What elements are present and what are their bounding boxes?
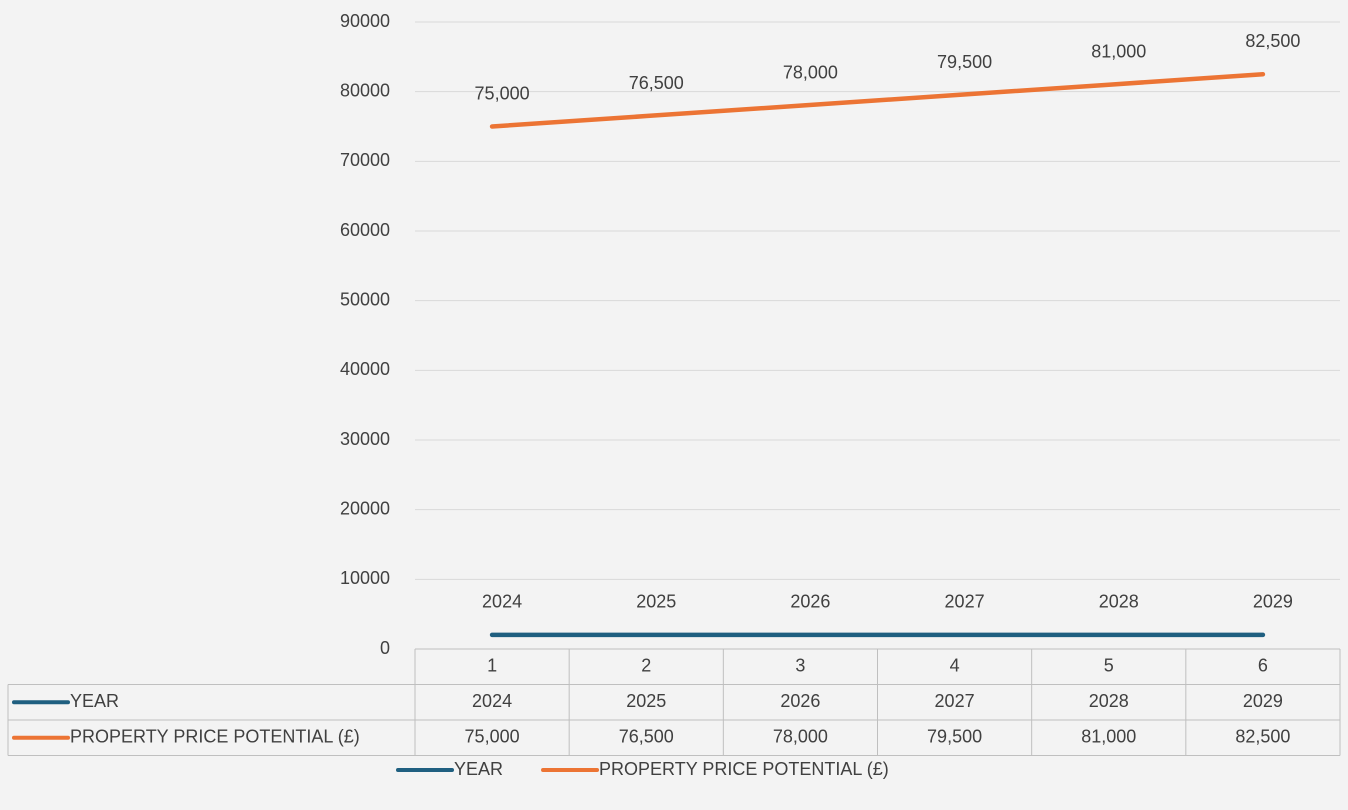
data-label: 2026 [790,592,830,612]
table-cell: 2024 [472,691,512,711]
legend-label: YEAR [454,759,503,779]
x-tick-label: 4 [950,656,960,676]
y-tick-label: 30000 [340,429,390,449]
data-label: 2024 [482,592,522,612]
y-tick-label: 0 [380,638,390,658]
data-label: 76,500 [629,73,684,93]
y-tick-label: 90000 [340,11,390,31]
x-tick-label: 2 [641,656,651,676]
table-cell: 75,000 [465,727,520,747]
data-label: 2029 [1253,592,1293,612]
legend-label: PROPERTY PRICE POTENTIAL (£) [599,759,889,779]
y-tick-label: 70000 [340,150,390,170]
y-tick-label: 20000 [340,498,390,518]
table-cell: 2025 [626,691,666,711]
data-label: 78,000 [783,62,838,82]
table-cell: 2028 [1089,691,1129,711]
y-tick-label: 60000 [340,220,390,240]
series-line [489,72,1266,129]
data-label: 75,000 [475,83,530,103]
data-label: 81,000 [1091,41,1146,61]
y-tick-label: 50000 [340,289,390,309]
y-tick-label: 40000 [340,359,390,379]
table-cell: 2027 [935,691,975,711]
x-tick-label: 1 [487,656,497,676]
y-tick-label: 80000 [340,80,390,100]
data-label: 2027 [945,592,985,612]
data-label: 2028 [1099,592,1139,612]
x-tick-label: 3 [795,656,805,676]
x-tick-label: 5 [1104,656,1114,676]
x-tick-label: 6 [1258,656,1268,676]
table-cell: 78,000 [773,727,828,747]
table-series-name: YEAR [70,691,119,711]
table-cell: 2026 [780,691,820,711]
y-tick-label: 10000 [340,568,390,588]
table-cell: 2029 [1243,691,1283,711]
data-label: 82,500 [1245,31,1300,51]
data-label: 2025 [636,592,676,612]
table-cell: 76,500 [619,727,674,747]
table-cell: 79,500 [927,727,982,747]
table-series-name: PROPERTY PRICE POTENTIAL (£) [70,727,360,747]
table-cell: 82,500 [1235,727,1290,747]
table-cell: 81,000 [1081,727,1136,747]
data-label: 79,500 [937,52,992,72]
